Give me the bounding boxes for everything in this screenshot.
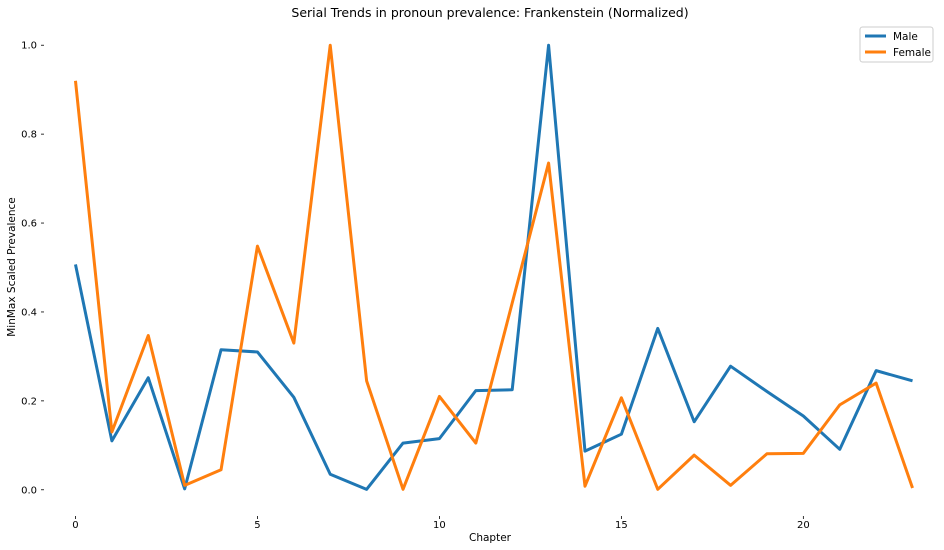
data-point-female bbox=[583, 485, 586, 488]
data-point-female bbox=[838, 403, 841, 406]
x-tick-label: 5 bbox=[254, 520, 260, 531]
data-point-female bbox=[693, 454, 696, 457]
data-point-male bbox=[438, 437, 441, 440]
x-tick-label: 20 bbox=[797, 520, 810, 531]
data-point-male bbox=[656, 327, 659, 330]
legend-label-female: Female bbox=[893, 47, 931, 59]
data-point-female bbox=[511, 302, 514, 305]
data-point-male bbox=[110, 439, 113, 442]
data-point-female bbox=[620, 396, 623, 399]
data-point-male bbox=[765, 390, 768, 393]
legend: Male Female bbox=[859, 26, 934, 63]
data-point-male bbox=[911, 379, 914, 382]
y-axis-label: MinMax Scaled Prevalence bbox=[6, 197, 18, 337]
data-point-male bbox=[329, 473, 332, 476]
data-point-male bbox=[693, 420, 696, 423]
data-point-female bbox=[729, 484, 732, 487]
x-tick-label: 15 bbox=[615, 520, 628, 531]
data-point-female bbox=[220, 468, 223, 471]
x-tick-label: 0 bbox=[72, 520, 78, 531]
data-point-male bbox=[547, 44, 550, 47]
data-point-female bbox=[911, 486, 914, 489]
data-point-male bbox=[838, 448, 841, 451]
y-tick-label: 1.0 bbox=[21, 41, 37, 52]
legend-label-male: Male bbox=[893, 31, 918, 43]
data-point-female bbox=[802, 452, 805, 455]
data-point-male bbox=[256, 350, 259, 353]
data-point-male bbox=[292, 396, 295, 399]
x-axis-label: Chapter bbox=[469, 532, 512, 544]
data-point-female bbox=[74, 79, 77, 82]
data-point-female bbox=[438, 395, 441, 398]
data-point-female bbox=[365, 379, 368, 382]
data-point-female bbox=[183, 484, 186, 487]
data-point-female bbox=[656, 488, 659, 491]
data-point-male bbox=[729, 365, 732, 368]
y-tick-label: 0.8 bbox=[21, 130, 37, 141]
data-point-male bbox=[402, 442, 405, 445]
data-point-female bbox=[292, 342, 295, 345]
x-tick-label: 10 bbox=[433, 520, 446, 531]
data-point-female bbox=[765, 452, 768, 455]
data-point-male bbox=[474, 389, 477, 392]
data-point-male bbox=[583, 450, 586, 453]
data-point-male bbox=[365, 488, 368, 491]
data-point-male bbox=[147, 376, 150, 379]
data-point-male bbox=[511, 388, 514, 391]
series-lines bbox=[73, 43, 914, 491]
series-line-female bbox=[73, 43, 914, 491]
data-point-female bbox=[875, 382, 878, 385]
data-point-male bbox=[875, 369, 878, 372]
data-point-female bbox=[110, 430, 113, 433]
data-point-female bbox=[474, 442, 477, 445]
x-axis-ticks: 0 5 10 15 20 bbox=[72, 516, 810, 531]
chart-title: Serial Trends in pronoun prevalence: Fra… bbox=[291, 5, 688, 20]
y-tick-label: 0.4 bbox=[21, 307, 37, 318]
y-axis-ticks: 0.0 0.2 0.4 0.6 0.8 1.0 bbox=[21, 41, 44, 496]
data-point-male bbox=[74, 263, 77, 266]
data-point-female bbox=[547, 162, 550, 165]
y-tick-label: 0.6 bbox=[21, 219, 37, 230]
data-point-female bbox=[402, 488, 405, 491]
series-line-male bbox=[74, 43, 913, 491]
y-tick-label: 0.0 bbox=[21, 485, 37, 496]
data-point-male bbox=[220, 348, 223, 351]
data-point-male bbox=[183, 487, 186, 490]
data-point-male bbox=[802, 414, 805, 417]
data-point-female bbox=[147, 334, 150, 337]
data-point-male bbox=[620, 433, 623, 436]
data-point-female bbox=[256, 245, 259, 248]
data-point-female bbox=[329, 44, 332, 47]
y-tick-label: 0.2 bbox=[21, 396, 37, 407]
